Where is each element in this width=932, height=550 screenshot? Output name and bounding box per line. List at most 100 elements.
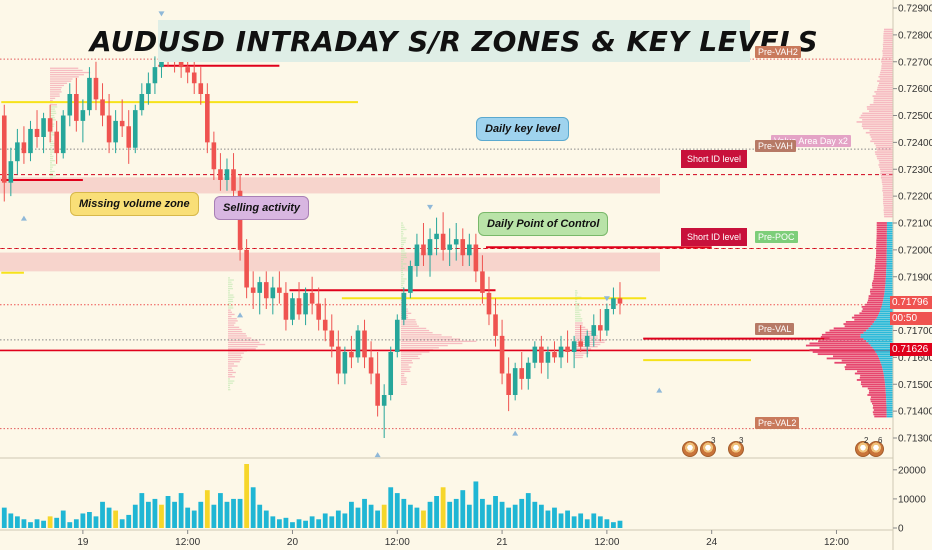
volume-bar — [284, 518, 289, 528]
profile-bar-value-area — [875, 151, 893, 153]
profile-row — [50, 147, 52, 148]
profile-row — [228, 359, 241, 360]
profile-bar-value-area — [870, 141, 893, 143]
profile-bar-buy — [887, 413, 893, 415]
event-count: 2 — [864, 436, 868, 445]
candle-body — [329, 331, 334, 347]
profile-row — [575, 292, 578, 293]
volume-bar — [382, 505, 387, 528]
profile-bar-buy — [886, 403, 893, 405]
volume-bar — [231, 499, 236, 528]
profile-bar-value-area — [882, 63, 893, 65]
profile-bar-buy — [881, 364, 893, 366]
profile-bar-value-area — [881, 59, 893, 61]
profile-bar-buy — [864, 338, 893, 340]
profile-row — [401, 384, 407, 385]
candle-body — [533, 347, 538, 363]
volume-bar — [303, 521, 308, 528]
profile-bar-sell — [869, 390, 886, 392]
volume-bar — [460, 490, 465, 528]
profile-bar-value-area — [883, 196, 893, 198]
profile-bar-sell — [873, 407, 887, 409]
profile-bar-sell — [824, 338, 863, 340]
profile-row — [401, 233, 404, 234]
candle-body — [251, 288, 256, 293]
profile-row — [50, 171, 55, 172]
profile-bar-value-area — [876, 93, 893, 95]
red-level-price-label: 0.71626 — [890, 343, 932, 356]
volume-bar — [559, 513, 564, 528]
profile-bar-sell — [870, 289, 885, 291]
volume-bar — [100, 502, 105, 528]
profile-row — [401, 246, 403, 247]
profile-bar-sell — [845, 366, 882, 368]
volume-bar — [356, 508, 361, 528]
profile-bar-value-area — [880, 173, 893, 175]
profile-bar-buy — [887, 222, 893, 224]
candle-body — [48, 118, 53, 131]
volume-tick-label: 10000 — [898, 494, 926, 505]
profile-bar-value-area — [876, 145, 893, 147]
volume-bar — [166, 496, 171, 528]
profile-bar-buy — [887, 409, 893, 411]
profile-bar-sell — [813, 351, 876, 353]
profile-bar-value-area — [883, 203, 893, 205]
candle-body — [198, 83, 203, 94]
profile-row — [401, 242, 406, 243]
candle-body — [402, 293, 407, 320]
candle-body — [434, 234, 439, 239]
profile-bar-sell — [877, 222, 887, 224]
time-tick-label: 21 — [497, 537, 509, 548]
profile-bar-sell — [830, 330, 867, 332]
candle-body — [54, 132, 59, 154]
profile-row — [228, 370, 233, 371]
price-tick-label: 0.72400 — [898, 138, 932, 149]
volume-bar — [408, 505, 413, 528]
profile-bar-value-area — [875, 153, 893, 155]
profile-row — [401, 362, 413, 363]
candle-body — [519, 368, 524, 379]
profile-bar-sell — [818, 340, 866, 342]
short-id-level-label-lower: Short ID level — [681, 228, 747, 246]
profile-row — [575, 307, 579, 308]
candle-body — [546, 352, 551, 363]
candle-body — [133, 110, 138, 148]
profile-row — [401, 285, 403, 286]
profile-bar-buy — [861, 334, 893, 336]
profile-bar-value-area — [883, 42, 893, 44]
profile-bar-sell — [870, 293, 884, 295]
profile-row — [50, 76, 79, 77]
volume-bar — [487, 505, 492, 528]
profile-row — [228, 325, 234, 326]
fractal-marker — [158, 11, 164, 16]
volume-bar — [244, 464, 249, 528]
profile-bar-value-area — [873, 95, 893, 97]
profile-row — [50, 169, 52, 170]
volume-bar — [323, 513, 328, 528]
profile-row — [401, 371, 410, 372]
economic-event-icon[interactable] — [682, 441, 698, 457]
candle-body — [107, 116, 112, 143]
profile-bar-value-area — [884, 205, 893, 207]
profile-bar-value-area — [876, 147, 893, 149]
profile-row — [575, 303, 580, 304]
profile-bar-sell — [872, 284, 885, 286]
profile-row — [228, 380, 234, 381]
candle-body — [500, 336, 505, 374]
price-tick-label: 0.72700 — [898, 57, 932, 68]
candle-body — [611, 298, 616, 309]
profile-row — [401, 278, 407, 279]
profile-bar-buy — [887, 239, 893, 241]
profile-bar-sell — [873, 280, 886, 282]
profile-row — [228, 337, 251, 338]
fractal-marker — [656, 388, 662, 393]
volume-bar — [572, 516, 577, 528]
profile-row — [228, 335, 247, 336]
profile-bar-buy — [887, 246, 893, 248]
profile-row — [228, 374, 232, 375]
profile-bar-value-area — [879, 82, 893, 84]
volume-bar — [172, 502, 177, 528]
candle-body — [375, 374, 380, 406]
profile-bar-buy — [887, 254, 893, 256]
